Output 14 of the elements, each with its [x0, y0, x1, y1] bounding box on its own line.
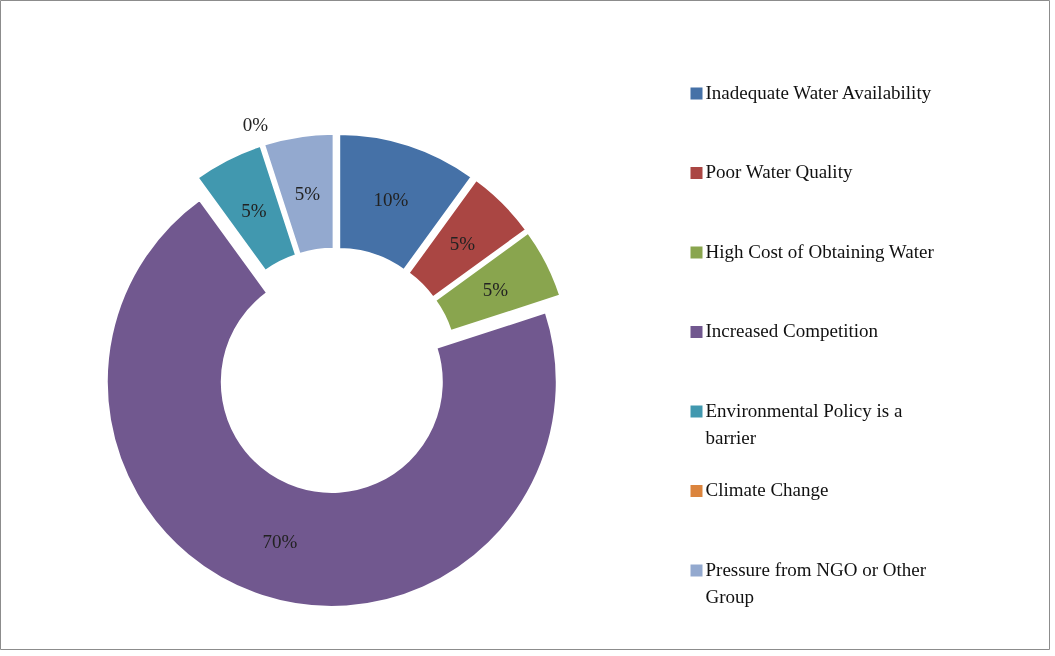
data-label: 70%	[262, 530, 298, 552]
legend-label: High Cost of Obtaining Water	[705, 240, 935, 262]
data-label: 10%	[373, 189, 409, 211]
legend-label: Pressure from NGO or Other Group	[705, 558, 927, 607]
legend-label: Environmental Policy is a barrier	[705, 399, 903, 448]
legend-label: Climate Change	[705, 479, 829, 500]
legend-label: Increased Competition	[705, 320, 879, 341]
legend-label: Inadequate Water Availability	[705, 81, 932, 103]
legend-label: Poor Water Quality	[705, 161, 853, 182]
text: 0%	[242, 113, 269, 135]
data-label: 5%	[449, 233, 476, 255]
data-label: 5%	[294, 182, 321, 204]
data-label: 5%	[482, 278, 509, 300]
data-label: 5%	[241, 200, 267, 222]
